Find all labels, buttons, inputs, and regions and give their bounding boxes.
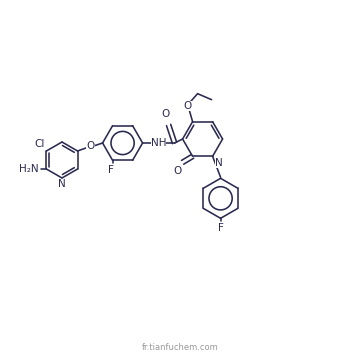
Text: O: O: [174, 166, 182, 176]
Text: Cl: Cl: [34, 139, 44, 149]
Text: H₂N: H₂N: [19, 164, 39, 174]
Text: O: O: [184, 101, 192, 111]
Text: fr.tianfuchem.com: fr.tianfuchem.com: [141, 343, 219, 352]
Text: O: O: [86, 141, 95, 151]
Text: O: O: [162, 109, 170, 119]
Text: F: F: [108, 165, 113, 175]
Text: N: N: [58, 179, 66, 189]
Text: N: N: [215, 158, 222, 168]
Text: F: F: [218, 223, 224, 233]
Text: NH: NH: [151, 138, 166, 148]
